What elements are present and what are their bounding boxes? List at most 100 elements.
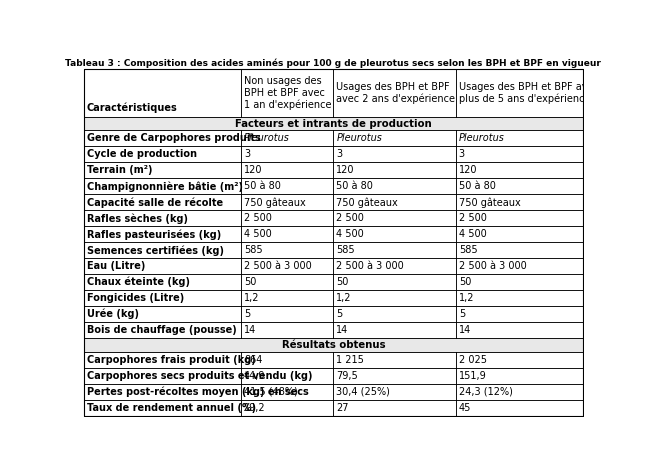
Bar bbox=[241, 352, 334, 368]
Text: 750 gâteaux: 750 gâteaux bbox=[336, 197, 398, 208]
Text: 30,4 (25%): 30,4 (25%) bbox=[336, 386, 390, 397]
Bar bbox=[334, 226, 456, 242]
Text: 24,3 (12%): 24,3 (12%) bbox=[459, 386, 513, 397]
Text: 1 215: 1 215 bbox=[336, 355, 364, 365]
Text: 2 500 à 3 000: 2 500 à 3 000 bbox=[459, 261, 526, 271]
Text: Genre de Carpophores produits: Genre de Carpophores produits bbox=[87, 133, 260, 144]
Bar bbox=[84, 194, 241, 210]
Text: 2 500: 2 500 bbox=[459, 213, 487, 223]
Text: Rafles pasteurisées (kg): Rafles pasteurisées (kg) bbox=[87, 229, 221, 240]
Bar bbox=[456, 384, 583, 400]
Text: 120: 120 bbox=[244, 166, 262, 175]
Text: 2 500 à 3 000: 2 500 à 3 000 bbox=[244, 261, 312, 271]
Bar bbox=[241, 384, 334, 400]
Bar bbox=[456, 258, 583, 274]
Bar bbox=[334, 274, 456, 290]
Bar bbox=[334, 210, 456, 226]
Text: Urée (kg): Urée (kg) bbox=[87, 309, 139, 319]
Text: 750 gâteaux: 750 gâteaux bbox=[244, 197, 306, 208]
Bar bbox=[334, 322, 456, 338]
Bar bbox=[241, 306, 334, 322]
Text: 3: 3 bbox=[459, 150, 465, 159]
Bar bbox=[241, 368, 334, 384]
Bar bbox=[84, 242, 241, 258]
Bar bbox=[456, 306, 583, 322]
Bar bbox=[456, 69, 583, 117]
Bar bbox=[84, 400, 241, 416]
Bar bbox=[84, 274, 241, 290]
Text: Taux de rendement annuel (%): Taux de rendement annuel (%) bbox=[87, 402, 256, 413]
Text: 120: 120 bbox=[336, 166, 355, 175]
Text: 50: 50 bbox=[244, 277, 256, 287]
Bar bbox=[241, 290, 334, 306]
Text: Caractéristiques: Caractéristiques bbox=[87, 102, 177, 113]
Text: Usages des BPH et BPF
avec 2 ans d'expérience: Usages des BPH et BPF avec 2 ans d'expér… bbox=[336, 82, 456, 104]
Bar bbox=[334, 258, 456, 274]
Text: 750 gâteaux: 750 gâteaux bbox=[459, 197, 520, 208]
Bar bbox=[84, 226, 241, 242]
Text: 585: 585 bbox=[336, 245, 355, 255]
Text: 4 500: 4 500 bbox=[459, 229, 487, 239]
Bar bbox=[84, 69, 241, 117]
Text: Capacité salle de récolte: Capacité salle de récolte bbox=[87, 197, 223, 208]
Text: 2 500: 2 500 bbox=[336, 213, 364, 223]
Bar bbox=[241, 242, 334, 258]
Bar bbox=[84, 117, 583, 130]
Text: Cycle de production: Cycle de production bbox=[87, 150, 197, 159]
Text: 44,9: 44,9 bbox=[244, 371, 265, 381]
Text: 4 500: 4 500 bbox=[336, 229, 364, 239]
Bar bbox=[84, 368, 241, 384]
Bar bbox=[334, 146, 456, 162]
Text: 1,2: 1,2 bbox=[459, 293, 474, 303]
Bar bbox=[241, 400, 334, 416]
Bar bbox=[334, 194, 456, 210]
Text: 14: 14 bbox=[336, 325, 349, 335]
Text: 19,2: 19,2 bbox=[244, 402, 265, 413]
Bar bbox=[241, 210, 334, 226]
Bar bbox=[241, 274, 334, 290]
Bar bbox=[334, 130, 456, 146]
Bar bbox=[334, 162, 456, 178]
Bar bbox=[241, 178, 334, 194]
Bar bbox=[241, 226, 334, 242]
Bar bbox=[84, 384, 241, 400]
Text: 50 à 80: 50 à 80 bbox=[244, 182, 281, 191]
Bar bbox=[84, 146, 241, 162]
Text: Terrain (m²): Terrain (m²) bbox=[87, 166, 152, 175]
Text: 14: 14 bbox=[459, 325, 471, 335]
Text: 1,2: 1,2 bbox=[336, 293, 352, 303]
Bar bbox=[334, 290, 456, 306]
Text: 1,2: 1,2 bbox=[244, 293, 260, 303]
Text: 50 à 80: 50 à 80 bbox=[336, 182, 373, 191]
Text: 4 500: 4 500 bbox=[244, 229, 272, 239]
Text: Pleurotus: Pleurotus bbox=[459, 133, 505, 144]
Bar bbox=[334, 69, 456, 117]
Bar bbox=[334, 400, 456, 416]
Text: 2 025: 2 025 bbox=[459, 355, 487, 365]
Text: Rafles sèches (kg): Rafles sèches (kg) bbox=[87, 213, 188, 224]
Text: 50 à 80: 50 à 80 bbox=[459, 182, 496, 191]
Bar bbox=[84, 338, 583, 352]
Text: Champignonnière bâtie (m²): Champignonnière bâtie (m²) bbox=[87, 181, 243, 192]
Text: 2 500 à 3 000: 2 500 à 3 000 bbox=[336, 261, 404, 271]
Text: Fongicides (Litre): Fongicides (Litre) bbox=[87, 293, 184, 303]
Bar bbox=[84, 306, 241, 322]
Bar bbox=[334, 306, 456, 322]
Bar bbox=[241, 258, 334, 274]
Text: 5: 5 bbox=[336, 309, 343, 319]
Text: Pleurotus: Pleurotus bbox=[336, 133, 382, 144]
Bar bbox=[84, 178, 241, 194]
Text: Eau (Litre): Eau (Litre) bbox=[87, 261, 145, 271]
Bar bbox=[84, 130, 241, 146]
Bar bbox=[456, 178, 583, 194]
Text: Usages des BPH et BPF avec
plus de 5 ans d'expérience: Usages des BPH et BPF avec plus de 5 ans… bbox=[459, 82, 598, 104]
Text: Résultats obtenus: Résultats obtenus bbox=[282, 340, 385, 350]
Bar bbox=[334, 178, 456, 194]
Bar bbox=[456, 322, 583, 338]
Bar bbox=[456, 162, 583, 178]
Bar bbox=[84, 290, 241, 306]
Bar bbox=[456, 146, 583, 162]
Bar bbox=[84, 322, 241, 338]
Bar bbox=[334, 368, 456, 384]
Bar bbox=[84, 162, 241, 178]
